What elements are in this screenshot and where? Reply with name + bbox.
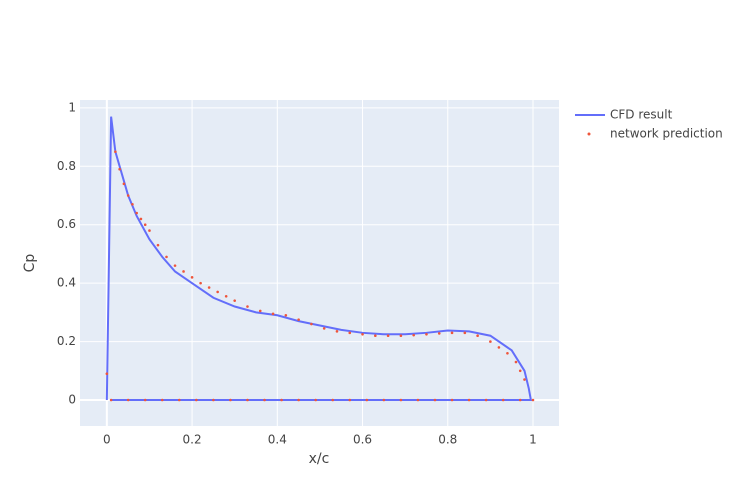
prediction-point xyxy=(314,398,317,402)
prediction-point xyxy=(233,299,236,302)
prediction-point xyxy=(160,398,164,402)
prediction-point xyxy=(195,398,198,402)
prediction-point xyxy=(126,398,130,402)
x-tick-label: 0.4 xyxy=(268,433,287,447)
prediction-point xyxy=(518,398,522,402)
prediction-point xyxy=(322,327,326,330)
y-tick-label: 0.8 xyxy=(57,159,76,173)
legend-label: CFD result xyxy=(610,108,673,122)
prediction-point xyxy=(489,340,492,343)
prediction-point xyxy=(156,243,160,247)
prediction-point xyxy=(229,398,232,402)
legend-item[interactable]: network prediction xyxy=(587,127,723,141)
prediction-point xyxy=(450,398,454,402)
prediction-point xyxy=(165,255,168,259)
prediction-point xyxy=(126,194,130,197)
prediction-point xyxy=(531,398,535,402)
prediction-point xyxy=(399,398,403,402)
prediction-point xyxy=(122,182,126,186)
prediction-point xyxy=(361,332,364,336)
prediction-point xyxy=(514,360,518,364)
prediction-point xyxy=(246,398,249,402)
prediction-point xyxy=(412,333,415,337)
prediction-point xyxy=(284,313,288,317)
prediction-point xyxy=(365,398,369,402)
prediction-point xyxy=(118,167,121,171)
prediction-point xyxy=(374,334,377,338)
prediction-point xyxy=(437,332,441,335)
prediction-point xyxy=(484,398,488,402)
prediction-point xyxy=(207,286,211,289)
prediction-point xyxy=(297,398,300,402)
prediction-point xyxy=(173,264,177,267)
cfd-line xyxy=(105,116,533,402)
prediction-point xyxy=(433,398,437,402)
prediction-point xyxy=(335,330,339,333)
y-axis-title: Cp xyxy=(22,254,38,273)
plot-background xyxy=(80,100,559,426)
prediction-point xyxy=(506,351,509,355)
prediction-point xyxy=(416,398,420,402)
prediction-point xyxy=(382,398,386,402)
prediction-point xyxy=(476,334,479,338)
x-tick-label: 0.6 xyxy=(353,433,372,447)
prediction-point xyxy=(148,229,151,232)
prediction-point xyxy=(199,281,202,285)
prediction-point xyxy=(523,378,526,381)
prediction-point xyxy=(258,309,262,313)
prediction-point xyxy=(348,398,352,402)
y-tick-label: 0.6 xyxy=(57,217,76,231)
prediction-point xyxy=(143,398,147,402)
prediction-point xyxy=(501,398,505,402)
x-tick-label: 0.2 xyxy=(183,433,202,447)
prediction-point xyxy=(310,322,313,326)
legend-label: network prediction xyxy=(610,127,723,141)
prediction-point xyxy=(143,223,147,227)
y-tick-label: 0 xyxy=(68,393,76,407)
prediction-point xyxy=(271,312,275,316)
prediction-point xyxy=(386,334,390,338)
prediction-point xyxy=(425,332,428,336)
prediction-point xyxy=(467,398,471,402)
prediction-point xyxy=(348,331,352,335)
prediction-point xyxy=(135,211,138,215)
prediction-point xyxy=(224,295,228,298)
prediction-point xyxy=(177,398,181,402)
legend-item[interactable]: CFD result xyxy=(575,108,673,122)
prediction-point xyxy=(114,150,117,154)
prediction-point xyxy=(297,318,300,321)
prediction-point xyxy=(105,372,109,376)
prediction-point xyxy=(190,276,194,279)
legend-symbol xyxy=(587,132,591,136)
prediction-point xyxy=(131,202,134,206)
prediction-point xyxy=(216,290,219,294)
x-tick-label: 1 xyxy=(529,433,537,447)
prediction-point xyxy=(182,270,185,273)
prediction-point xyxy=(212,398,215,402)
prediction-point xyxy=(399,334,403,338)
x-axis-title: x/c xyxy=(309,451,330,467)
prediction-point xyxy=(246,305,249,308)
legend: CFD result network prediction xyxy=(575,108,723,141)
y-tick-label: 0.4 xyxy=(57,276,76,290)
prediction-point xyxy=(497,346,501,349)
prediction-point xyxy=(518,369,522,373)
prediction-point xyxy=(263,398,266,402)
prediction-point xyxy=(331,398,335,402)
prediction-point xyxy=(139,217,143,221)
prediction-point xyxy=(109,398,113,402)
x-tick-label: 0.8 xyxy=(438,433,457,447)
prediction-point xyxy=(280,398,283,402)
prediction-point xyxy=(450,331,454,335)
y-tick-label: 1 xyxy=(68,100,76,114)
prediction-point xyxy=(463,331,467,335)
x-tick-label: 0 xyxy=(103,433,111,447)
marks xyxy=(105,116,535,402)
y-tick-label: 0.2 xyxy=(57,334,76,348)
